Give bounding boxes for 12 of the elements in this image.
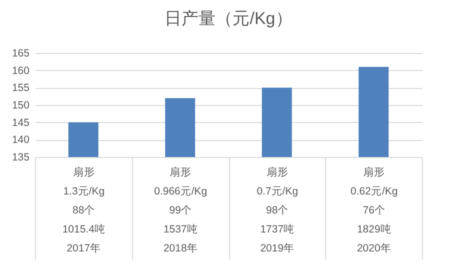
x-tick-label: 扇形 0.966元/Kg 99个 1537吨 2018年	[154, 166, 208, 254]
chart-title: 日产量（元/Kg）	[164, 9, 292, 28]
y-tick-label: 150	[12, 100, 30, 112]
y-tick-label: 165	[12, 48, 30, 60]
y-tick-label: 155	[12, 82, 30, 94]
y-tick-label: 145	[12, 116, 30, 129]
y-tick-label: 160	[12, 64, 30, 77]
y-tick-label: 135	[12, 152, 30, 164]
x-tick-label: 扇形 0.62元/Kg 76个 1829吨 2020年	[350, 166, 398, 254]
y-tick-label: 140	[12, 134, 30, 146]
x-tick-label: 扇形 0.7元/Kg 98个 1737吨 2019年	[256, 166, 298, 254]
x-tick-label: 扇形 1.3元/Kg 88个 1015.4吨 2017年	[62, 166, 106, 254]
